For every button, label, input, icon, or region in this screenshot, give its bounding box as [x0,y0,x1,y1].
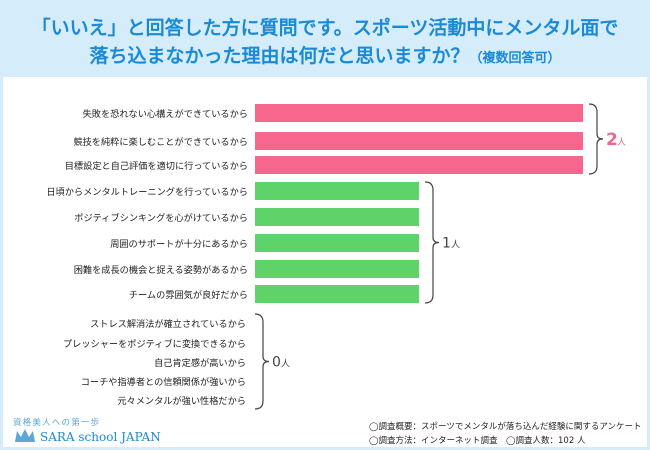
logo: 資格美人への第一歩 SARA school JAPAN [13,416,161,444]
chart-title-line2: 落ち込まなかった理由は何だと思いますか？（複数回答可） [3,41,647,68]
category-label: 周囲のサポートが十分にあるから [110,238,248,250]
group-bracket [424,181,440,304]
category-label: 元々メンタルが強い性格だから [117,395,246,407]
logo-name: SARA school JAPAN [40,430,161,444]
bar-chart: 失敗を恐れない心構えができているから競技を純粋に楽しむことができているから目標設… [46,103,626,410]
logo-tagline: 資格美人への第一歩 [13,418,101,428]
category-label: 困難を成長の機会と捉える姿勢があるから [74,264,248,276]
bar [255,234,419,252]
category-label: ポジティブシンキングを心がけているから [74,212,248,224]
chart-title-line1: 「いいえ」と回答した方に質問です。スポーツ活動中にメンタル面で [31,17,619,39]
group-value-label: 1 [442,236,451,252]
crown-icon [15,429,35,442]
category-label: コーチや指導者との信頼関係が強いから [81,376,246,388]
category-label: プレッシャーをポジティブに変換できるから [63,338,246,350]
category-label: 目標設定と自己評価を適切に行っているから [65,160,248,172]
chart-title-main: 落ち込まなかった理由は何だと思いますか？ [89,45,470,67]
bar [255,156,583,174]
category-label: 競技を純粋に楽しむことができているから [73,136,248,148]
category-label: 失敗を恐れない心構えができているから [83,108,248,120]
group-unit-label: 人 [281,359,290,370]
bar [255,132,583,150]
bar [255,104,583,122]
group-bracket [254,313,270,410]
group-unit-label: 人 [617,137,626,148]
survey-method-note: ◯調査方法：インターネット調査 ◯調査人数：102 人 [369,436,586,446]
chart-title-subnote: （複数回答可） [469,51,561,66]
category-label: ストレス解消法が確立されているから [90,318,246,330]
group-value-label: 2 [606,130,618,150]
survey-summary-note: ◯調査概要：スポーツでメンタルが落ち込んだ経験に関するアンケート [369,422,642,432]
group-bracket [588,103,604,175]
bar [255,182,419,200]
group-value-label: 0 [272,355,281,371]
bar [255,208,419,226]
bar [255,260,419,278]
category-label: 日頃からメンタルトレーニングを行っているから [46,186,248,198]
header-band: 「いいえ」と回答した方に質問です。スポーツ活動中にメンタル面で 落ち込まなかった… [3,3,647,77]
category-label: 自己肯定感が高いから [154,357,246,369]
category-label: チームの雰囲気が良好だから [129,289,248,301]
bar [255,285,419,303]
group-unit-label: 人 [451,240,460,251]
